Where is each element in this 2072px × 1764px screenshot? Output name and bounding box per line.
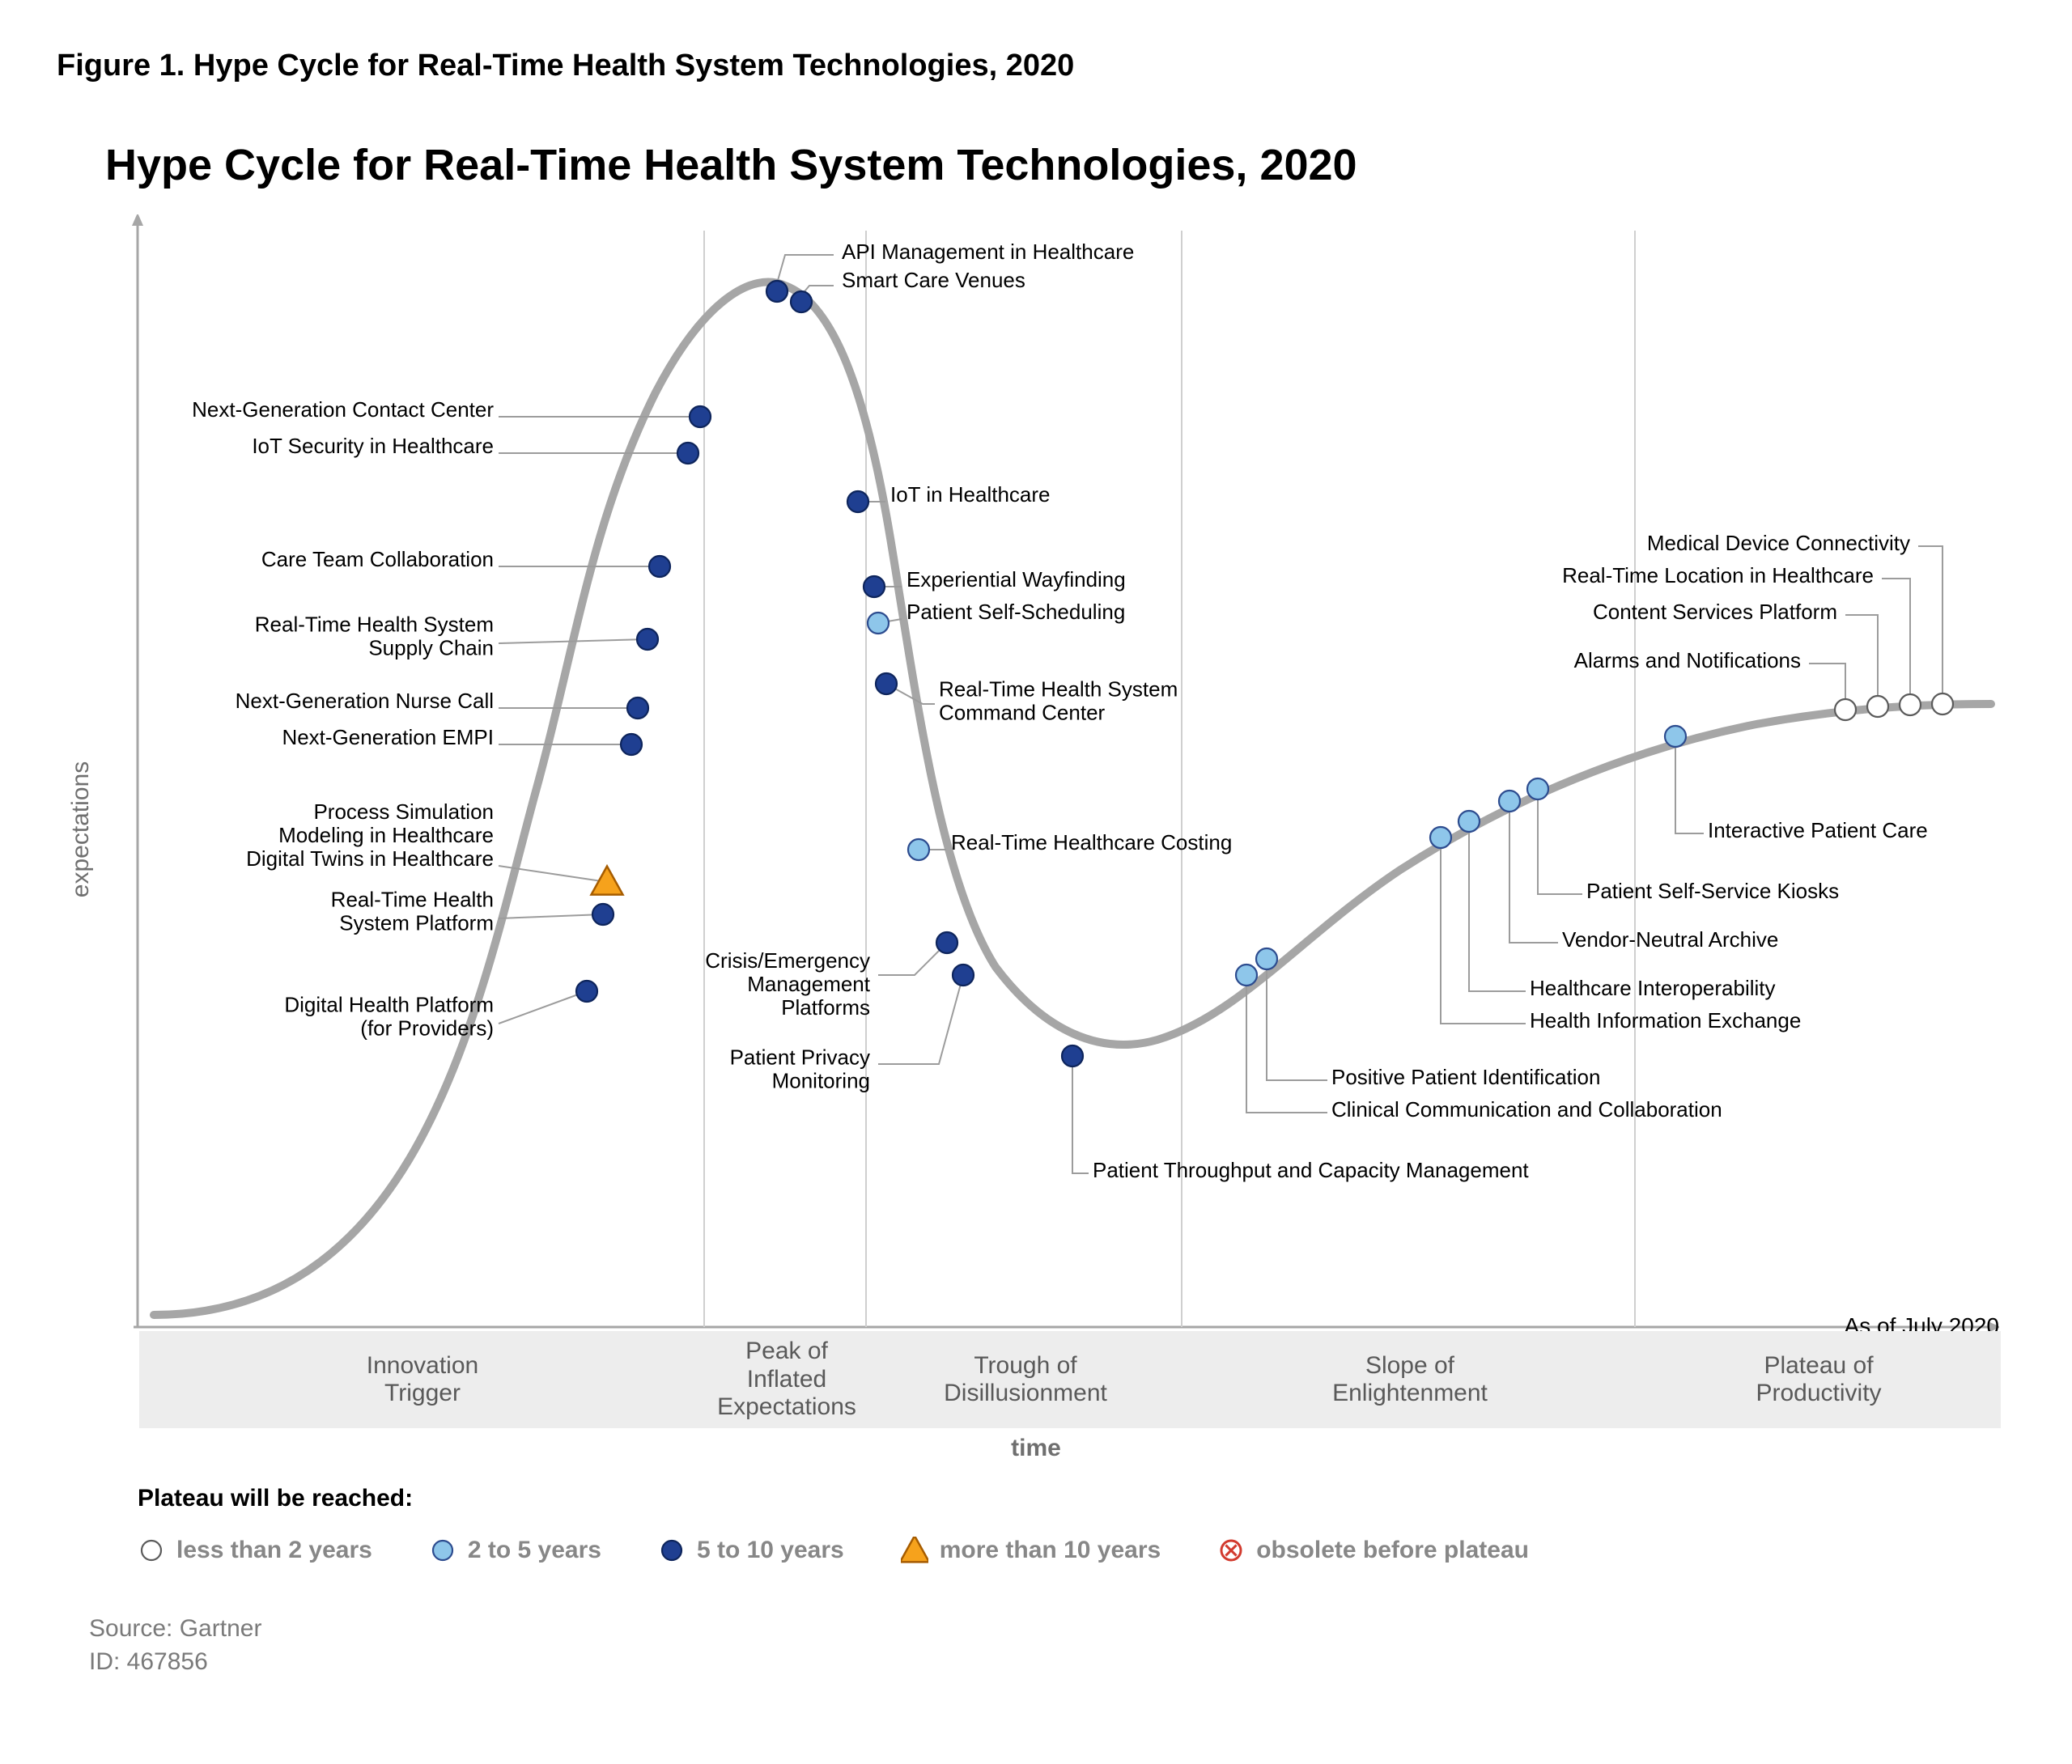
point-label: Real-Time Healthcare Costing [951, 830, 1232, 854]
point-label: Alarms and Notifications [1574, 648, 1801, 672]
point-label: Real-Time Health SystemCommand Center [939, 676, 1178, 724]
point-label: Vendor-Neutral Archive [1562, 927, 1778, 952]
footer-id: ID: 467856 [89, 1646, 2015, 1679]
phase-label: Peak ofInflatedExpectations [706, 1331, 868, 1428]
phase-label: Trough ofDisillusionment [868, 1331, 1183, 1428]
chart-title: Hype Cycle for Real-Time Health System T… [105, 140, 2015, 190]
point-label: Real-Time Health SystemSupply Chain [255, 612, 494, 659]
point-label: IoT Security in Healthcare [252, 434, 494, 458]
point-label: Medical Device Connectivity [1647, 531, 1910, 555]
legend-item: obsolete before plateau [1217, 1537, 1529, 1564]
point-label: IoT in Healthcare [890, 482, 1051, 507]
point-label: Interactive Patient Care [1708, 818, 1928, 842]
legend-label: 5 to 10 years [697, 1537, 844, 1564]
point-label: Next-Generation Nurse Call [236, 689, 494, 713]
point-label: Health Information Exchange [1530, 1008, 1801, 1033]
point-label: Real-Time HealthSystem Platform [331, 887, 494, 935]
point-label: Positive Patient Identification [1331, 1065, 1600, 1089]
point-label: Next-Generation EMPI [282, 725, 494, 749]
legend-label: more than 10 years [940, 1537, 1161, 1564]
point-label: Digital Health Platform(for Providers) [284, 992, 494, 1040]
point-label: Patient PrivacyMonitoring [730, 1045, 870, 1092]
footer-source: Source: Gartner [89, 1613, 2015, 1646]
legend-marker-icon [429, 1537, 456, 1564]
page: Figure 1. Hype Cycle for Real-Time Healt… [0, 0, 2072, 1764]
legend-marker-icon [658, 1537, 686, 1564]
point-label: Patient Self-Service Kiosks [1586, 879, 1839, 903]
legend-item: 5 to 10 years [658, 1537, 844, 1564]
x-axis-label: time [73, 1435, 1999, 1462]
legend-item: less than 2 years [138, 1537, 372, 1564]
legend: Plateau will be reached: less than 2 yea… [138, 1485, 2015, 1564]
legend-marker-icon [138, 1537, 165, 1564]
legend-label: less than 2 years [176, 1537, 372, 1564]
y-axis-label: expectations [67, 761, 95, 897]
point-label: Real-Time Location in Healthcare [1562, 563, 1874, 587]
point-label: Healthcare Interoperability [1530, 976, 1776, 1000]
legend-item: 2 to 5 years [429, 1537, 601, 1564]
footer: Source: Gartner ID: 467856 [89, 1613, 2015, 1678]
chart-area: expectations Digital Health Platform(for… [73, 214, 1999, 1444]
figure-caption: Figure 1. Hype Cycle for Real-Time Healt… [57, 49, 2015, 83]
legend-label: 2 to 5 years [468, 1537, 601, 1564]
legend-marker-icon [901, 1537, 928, 1564]
legend-title: Plateau will be reached: [138, 1485, 2015, 1512]
point-label: Patient Throughput and Capacity Manageme… [1093, 1158, 1529, 1182]
point-label: Next-Generation Contact Center [192, 397, 494, 422]
phase-label: InnovationTrigger [139, 1331, 706, 1428]
point-label: API Management in Healthcare [842, 240, 1134, 264]
phase-label: Plateau ofProductivity [1637, 1331, 2001, 1428]
point-label: Care Team Collaboration [261, 547, 494, 571]
legend-label: obsolete before plateau [1256, 1537, 1529, 1564]
point-label: Experiential Wayfinding [906, 567, 1126, 592]
point-label: Patient Self-Scheduling [906, 600, 1125, 624]
hype-cycle-chart: Digital Health Platform(for Providers) Re… [73, 214, 1999, 1331]
point-label: Smart Care Venues [842, 268, 1025, 292]
legend-row: less than 2 years 2 to 5 years 5 to 10 yea… [138, 1537, 2015, 1564]
point-label: Process SimulationModeling in Healthcare… [246, 799, 494, 871]
point-label: Content Services Platform [1593, 600, 1837, 624]
phase-band: InnovationTriggerPeak ofInflatedExpectat… [139, 1331, 2001, 1428]
point-label: Clinical Communication and Collaboration [1331, 1097, 1722, 1122]
phase-label: Slope ofEnlightenment [1183, 1331, 1637, 1428]
legend-item: more than 10 years [901, 1537, 1161, 1564]
legend-marker-icon [1217, 1537, 1245, 1564]
point-label: Crisis/EmergencyManagementPlatforms [705, 948, 870, 1020]
